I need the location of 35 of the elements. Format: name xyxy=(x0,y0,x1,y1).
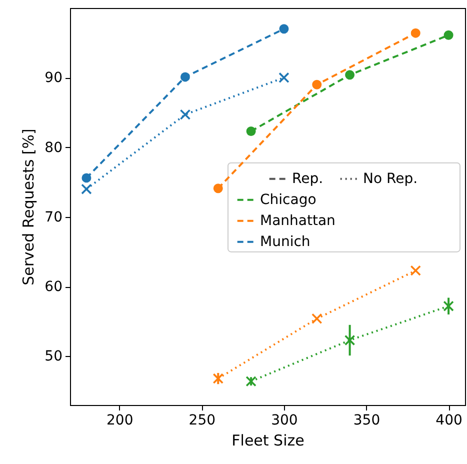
point xyxy=(410,265,421,276)
point xyxy=(444,30,454,40)
point xyxy=(180,109,191,120)
point xyxy=(212,373,224,384)
x-axis-title: Fleet Size xyxy=(232,432,304,450)
x-tick-label: 350 xyxy=(353,412,380,428)
point xyxy=(279,24,289,34)
point xyxy=(345,70,355,80)
point xyxy=(246,126,256,136)
x-tick-label: 250 xyxy=(188,412,216,428)
x-tick-label: 300 xyxy=(271,412,298,428)
point xyxy=(443,300,454,312)
point xyxy=(410,28,420,38)
y-tick-label: 60 xyxy=(44,279,62,296)
y-tick-label: 90 xyxy=(44,70,62,86)
annotation: No Rep. xyxy=(363,170,418,187)
point xyxy=(82,173,92,183)
y-tick-label: 50 xyxy=(44,348,62,365)
point xyxy=(213,184,223,194)
point xyxy=(278,72,290,84)
y-tick-label: 70 xyxy=(44,209,62,226)
y-axis-title: Served Requests [%] xyxy=(20,128,38,286)
annotation: Rep. xyxy=(292,170,324,187)
point xyxy=(312,313,322,324)
point xyxy=(81,184,92,194)
point xyxy=(344,334,356,346)
point xyxy=(246,376,256,387)
legend-label: Chicago xyxy=(260,192,316,208)
point xyxy=(312,80,322,90)
legend-label: Munich xyxy=(260,234,310,250)
x-tick-label: 400 xyxy=(436,412,462,428)
legend-label: Manhattan xyxy=(260,212,336,229)
y-tick-label: 80 xyxy=(44,140,62,156)
point xyxy=(180,72,190,82)
x-tick-label: 200 xyxy=(106,412,134,428)
